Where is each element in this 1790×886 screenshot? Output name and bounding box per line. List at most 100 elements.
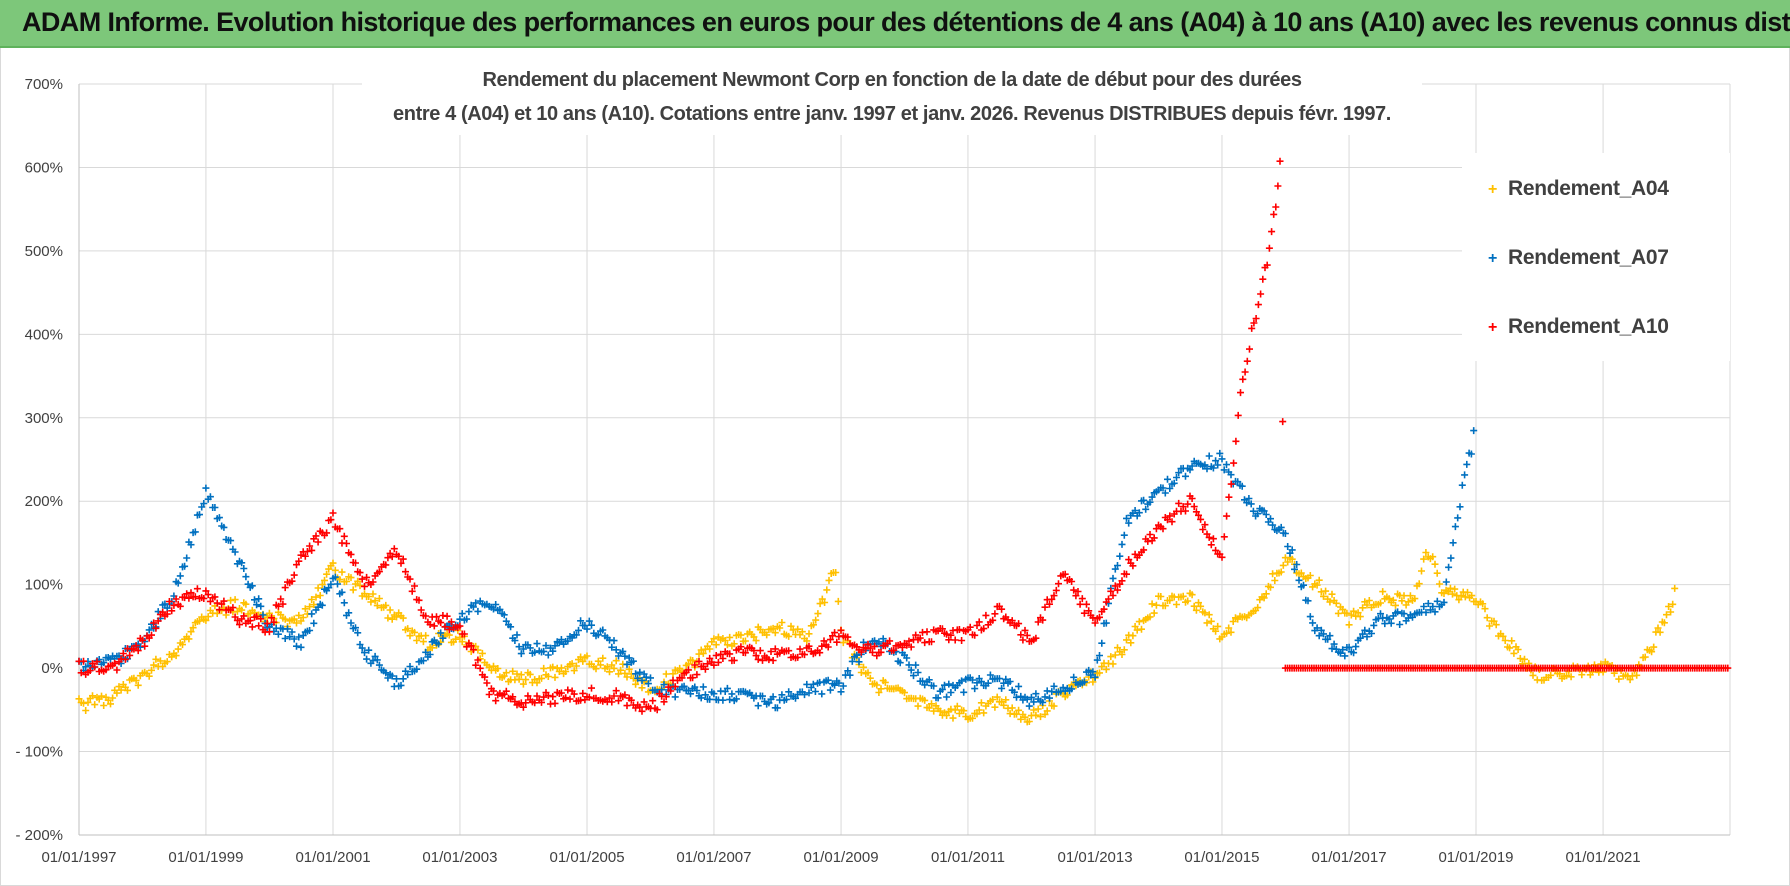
data-point bbox=[1190, 602, 1198, 610]
data-point bbox=[277, 595, 285, 603]
data-point bbox=[623, 702, 631, 710]
data-point bbox=[293, 642, 300, 650]
data-point bbox=[1320, 592, 1327, 600]
data-point bbox=[1637, 663, 1645, 671]
data-point bbox=[301, 552, 309, 560]
data-point bbox=[1214, 461, 1222, 469]
data-point bbox=[824, 643, 832, 651]
data-point bbox=[107, 700, 114, 708]
data-point bbox=[329, 559, 337, 567]
data-point bbox=[818, 690, 826, 698]
data-point bbox=[246, 617, 254, 625]
plus-icon: + bbox=[1488, 319, 1498, 336]
data-point bbox=[187, 541, 195, 549]
data-point bbox=[187, 628, 195, 636]
data-point bbox=[765, 699, 773, 707]
data-point bbox=[213, 599, 221, 607]
data-point bbox=[375, 661, 383, 669]
data-point bbox=[1322, 587, 1330, 595]
data-point bbox=[671, 693, 679, 701]
data-point bbox=[837, 626, 845, 634]
data-point bbox=[1464, 588, 1471, 596]
data-point bbox=[1547, 671, 1555, 679]
data-point bbox=[1043, 707, 1051, 715]
data-point bbox=[139, 636, 146, 644]
data-point bbox=[844, 633, 852, 641]
data-point bbox=[148, 631, 155, 639]
data-point bbox=[413, 637, 421, 644]
data-point bbox=[358, 644, 366, 652]
y-tick-label: - 100% bbox=[15, 744, 63, 761]
data-point bbox=[338, 588, 346, 596]
data-point bbox=[812, 616, 820, 624]
data-point bbox=[1152, 525, 1160, 533]
data-point bbox=[710, 635, 718, 643]
data-point bbox=[925, 676, 933, 684]
data-point bbox=[903, 654, 911, 662]
data-point bbox=[1118, 651, 1126, 658]
data-point bbox=[570, 690, 578, 698]
data-point bbox=[912, 631, 920, 639]
data-point bbox=[465, 608, 473, 616]
data-point bbox=[1669, 600, 1677, 608]
data-point bbox=[540, 693, 548, 701]
data-point bbox=[1068, 578, 1076, 585]
data-point bbox=[562, 668, 570, 675]
data-point bbox=[229, 604, 237, 612]
data-point bbox=[1184, 500, 1192, 508]
data-point bbox=[1456, 503, 1464, 511]
data-point bbox=[84, 698, 92, 706]
data-point bbox=[930, 707, 938, 715]
data-point bbox=[1400, 592, 1408, 600]
data-point bbox=[456, 622, 464, 630]
data-point bbox=[236, 621, 243, 629]
data-point bbox=[1140, 546, 1148, 554]
data-point bbox=[1385, 595, 1393, 603]
data-point bbox=[1563, 672, 1571, 680]
data-point bbox=[290, 635, 298, 643]
data-point bbox=[1135, 618, 1143, 626]
data-point bbox=[206, 493, 214, 501]
data-point bbox=[1501, 637, 1509, 644]
data-point bbox=[1188, 591, 1196, 599]
data-point bbox=[544, 692, 552, 699]
data-point bbox=[538, 674, 545, 682]
data-point bbox=[1265, 244, 1273, 252]
data-point bbox=[839, 639, 847, 647]
data-point bbox=[490, 687, 497, 695]
x-tick-label: 01/01/2005 bbox=[549, 849, 624, 866]
data-point bbox=[612, 657, 620, 665]
data-point bbox=[281, 635, 289, 642]
data-point bbox=[1359, 604, 1367, 612]
data-point bbox=[1306, 572, 1314, 579]
y-tick-label: 700% bbox=[25, 76, 63, 93]
data-point bbox=[1257, 290, 1265, 298]
data-point bbox=[1050, 592, 1058, 600]
data-point bbox=[905, 661, 913, 669]
data-point bbox=[1260, 594, 1268, 602]
data-point bbox=[1197, 515, 1205, 523]
data-point bbox=[1197, 602, 1205, 610]
data-point bbox=[907, 666, 915, 674]
data-point bbox=[737, 631, 745, 639]
data-point bbox=[89, 692, 96, 700]
data-point bbox=[347, 550, 355, 558]
data-point bbox=[980, 625, 988, 633]
data-point bbox=[1467, 450, 1475, 458]
data-point bbox=[1050, 682, 1058, 690]
data-point bbox=[384, 614, 392, 622]
data-point bbox=[551, 673, 559, 681]
data-point bbox=[991, 610, 999, 618]
data-point bbox=[1030, 706, 1038, 714]
data-point bbox=[1027, 693, 1035, 701]
data-point bbox=[191, 528, 199, 536]
data-point bbox=[951, 636, 959, 644]
data-point bbox=[447, 618, 455, 626]
data-point bbox=[1161, 489, 1169, 497]
data-point bbox=[458, 638, 466, 646]
data-point bbox=[1514, 646, 1522, 653]
data-point bbox=[662, 693, 670, 701]
data-point bbox=[810, 621, 817, 629]
data-point bbox=[1343, 609, 1351, 617]
data-point bbox=[914, 702, 922, 710]
